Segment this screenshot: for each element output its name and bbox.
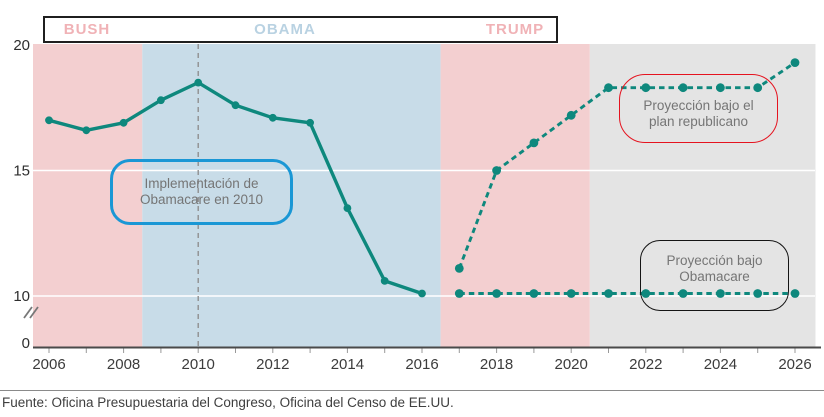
axis-break-mark: [23, 306, 33, 319]
data-point-proyeccion-obamacare: [790, 289, 800, 298]
data-point-proyeccion-plan-republicano: [529, 138, 539, 148]
x-tick-label: 2012: [256, 356, 289, 373]
annotation-text-line: plan republicano: [648, 113, 749, 129]
x-tick-label: 2008: [107, 356, 140, 373]
footer-divider: [0, 390, 824, 391]
annotation-text-line: Proyección bajo el: [643, 97, 754, 113]
annotation-obamacare-projection: Proyección bajo Obamacare: [640, 240, 789, 311]
data-point-historico: [268, 113, 277, 122]
y-tick-label: 10: [13, 288, 30, 305]
data-point-proyeccion-obamacare: [566, 289, 576, 298]
era-label-bush: BUSH: [63, 21, 111, 38]
x-tick-label: 2020: [555, 356, 588, 373]
x-tick-label: 2006: [32, 356, 65, 373]
data-point-historico: [380, 277, 389, 285]
data-point-proyeccion-plan-republicano: [678, 83, 688, 93]
y-tick-label: 15: [13, 163, 30, 180]
data-point-proyeccion-obamacare: [529, 289, 539, 298]
era-label-obama: OBAMA: [254, 21, 316, 38]
source-note: Fuente: Oficina Presupuestaria del Congr…: [2, 395, 454, 410]
data-point-proyeccion-plan-republicano: [566, 110, 576, 120]
x-tick-label: 2010: [182, 356, 215, 373]
data-point-proyeccion-plan-republicano: [716, 83, 725, 93]
x-tick-label: 2016: [405, 356, 438, 373]
x-tick-label: 2022: [629, 356, 662, 373]
series-line-proyeccion-plan-republicano: [457, 61, 796, 269]
data-point-proyeccion-obamacare: [753, 289, 763, 298]
era-band-trump: [440, 44, 590, 347]
era-label-trump: TRUMP: [485, 21, 545, 38]
data-point-historico: [82, 126, 91, 135]
data-point-proyeccion-plan-republicano: [492, 166, 501, 175]
data-point-historico: [45, 116, 53, 125]
data-point-historico: [194, 78, 203, 87]
data-point-proyeccion-obamacare: [454, 289, 464, 298]
data-point-proyeccion-obamacare: [604, 289, 613, 298]
data-point-proyeccion-plan-republicano: [604, 83, 613, 93]
data-point-proyeccion-plan-republicano: [454, 264, 464, 273]
data-point-historico: [119, 118, 128, 127]
data-point-proyeccion-obamacare: [678, 289, 688, 298]
data-point-proyeccion-obamacare: [716, 289, 725, 298]
data-point-historico: [343, 204, 352, 213]
presidential-era-header: BUSH OBAMA TRUMP: [43, 16, 558, 43]
annotation-text-line: Implementación de: [144, 176, 259, 191]
axis-break-mark: [29, 306, 39, 319]
annotation-text-line: Proyección bajo: [666, 253, 763, 268]
data-point-historico: [157, 96, 165, 105]
x-tick-label: 2014: [331, 356, 364, 373]
y-tick-label: 0: [22, 335, 30, 352]
x-tick-label: 2018: [480, 356, 513, 373]
annotation-obamacare-implementation: Implementación de Obamacare en 2010: [110, 159, 293, 225]
y-tick-label: 20: [13, 37, 30, 54]
x-tick-label: 2024: [704, 356, 737, 373]
annotation-republican-projection: Proyección bajo el plan republicano: [619, 74, 778, 143]
data-point-historico: [306, 118, 314, 127]
annotation-text-line: Obamacare: [679, 269, 750, 284]
x-tick-label: 2026: [778, 356, 811, 373]
data-point-proyeccion-obamacare: [492, 289, 501, 298]
annotation-text-line: Obamacare en 2010: [139, 192, 264, 207]
data-point-historico: [231, 101, 240, 110]
data-point-historico: [418, 289, 426, 298]
data-point-proyeccion-plan-republicano: [790, 58, 800, 67]
